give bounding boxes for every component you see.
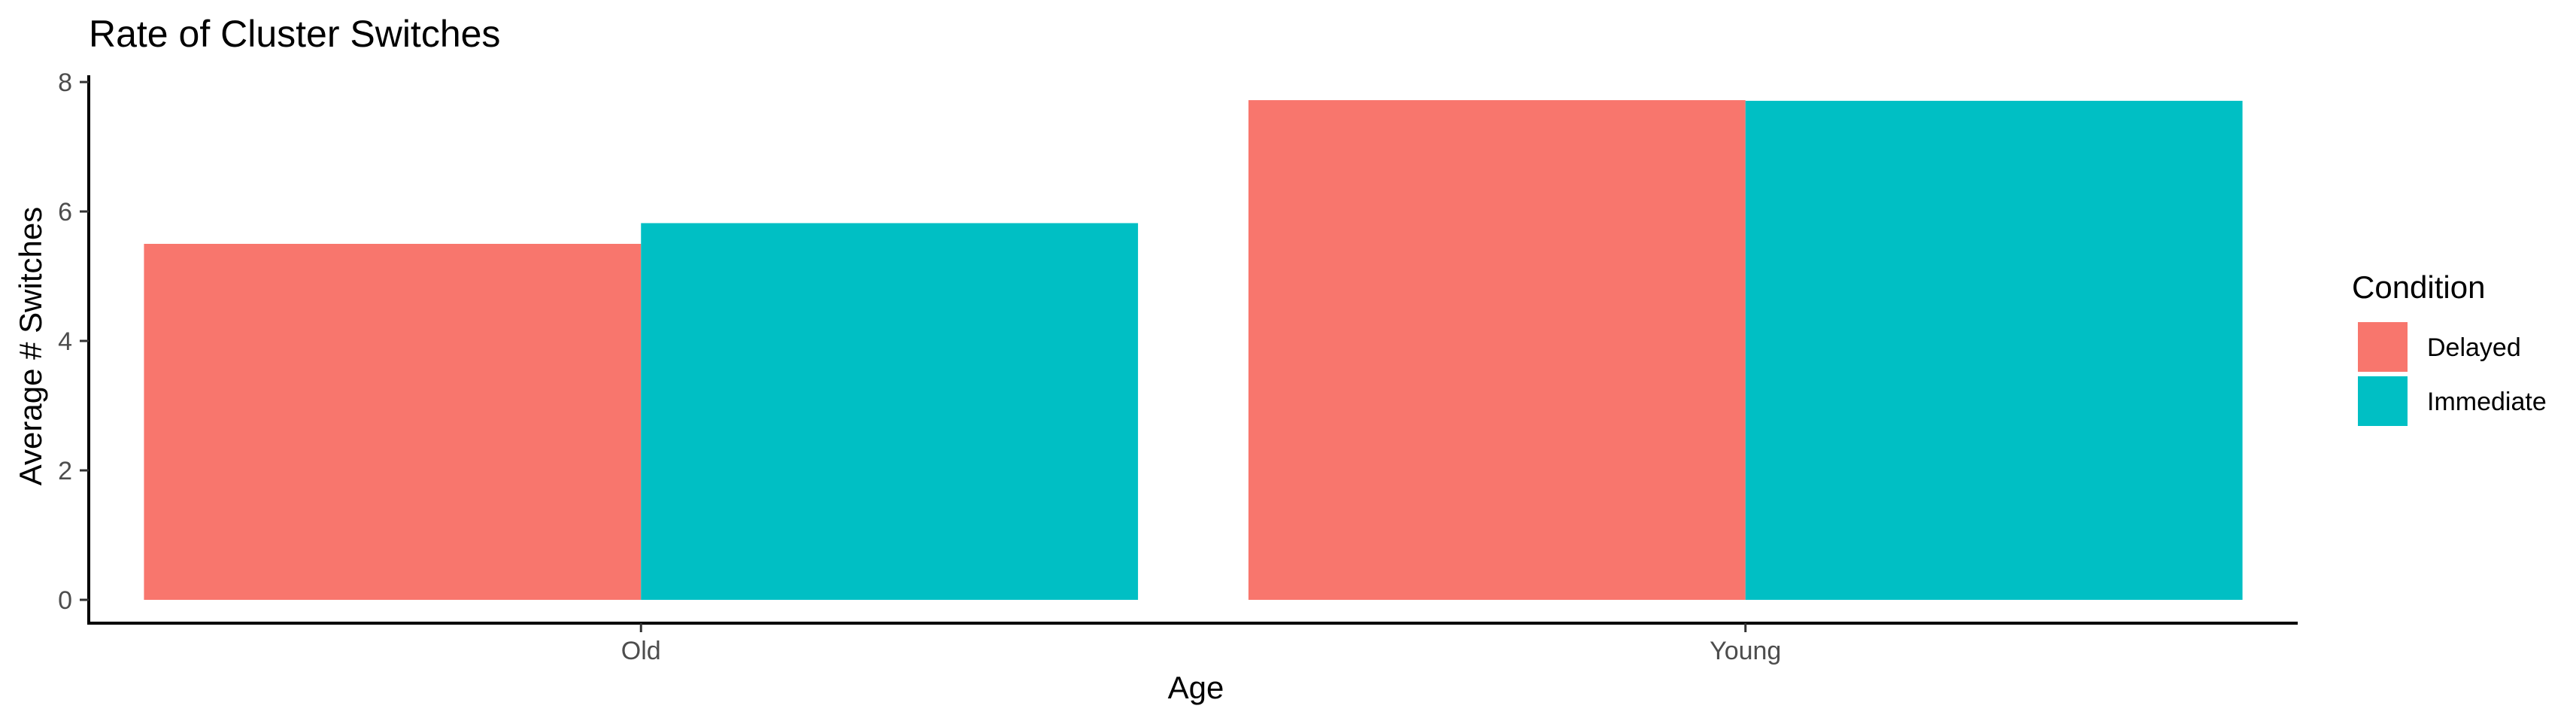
- y-tick-label: 4: [58, 327, 72, 356]
- legend-title: Condition: [2352, 269, 2485, 305]
- y-axis-ticks: 0 2 4 6 8: [58, 68, 89, 615]
- bar-old-immediate: [641, 223, 1139, 600]
- y-tick-label: 0: [58, 586, 72, 615]
- bar-young-immediate: [1745, 100, 2243, 600]
- y-tick-label: 2: [58, 457, 72, 485]
- x-axis-title: Age: [1168, 670, 1224, 705]
- y-axis-title: Average # Switches: [13, 207, 48, 485]
- chart-title: Rate of Cluster Switches: [89, 13, 500, 55]
- x-tick-label: Old: [621, 637, 661, 665]
- bar-group: [144, 100, 2243, 600]
- bar-old-delayed: [144, 244, 642, 600]
- bar-young-delayed: [1248, 100, 1746, 600]
- plot-area: 0 2 4 6 8 Old Young: [58, 68, 2298, 665]
- legend: Condition Delayed Immediate: [2352, 269, 2547, 426]
- y-tick-label: 6: [58, 198, 72, 227]
- y-tick-label: 8: [58, 68, 72, 97]
- legend-label-immediate: Immediate: [2427, 388, 2547, 416]
- x-tick-label: Young: [1710, 637, 1781, 665]
- legend-key-immediate: [2358, 376, 2408, 426]
- legend-label-delayed: Delayed: [2427, 333, 2521, 362]
- legend-key-delayed: [2358, 322, 2408, 372]
- x-axis-ticks: Old Young: [621, 623, 1781, 665]
